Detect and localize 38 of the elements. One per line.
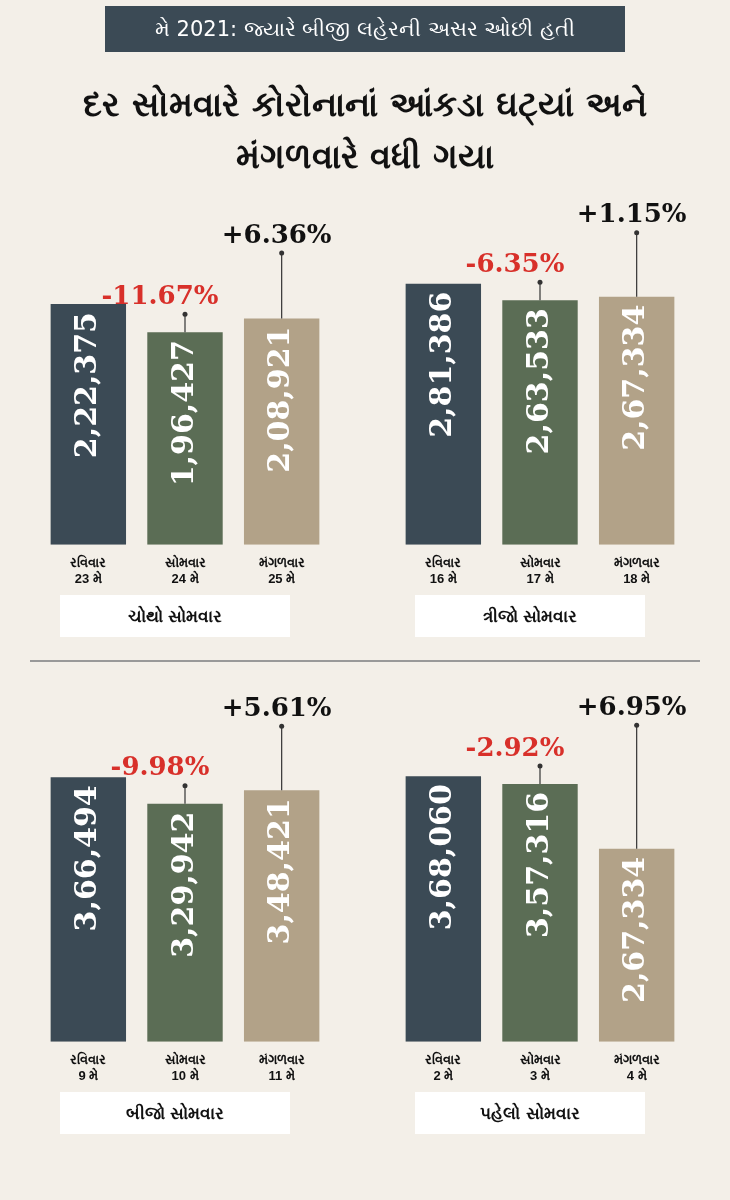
data-label: 2,67,334 <box>616 304 652 451</box>
x-tick-label: સોમવાર 17 મે <box>519 554 561 586</box>
chart-subtitle: મે 2021: જ્યારે બીજી લહેરની અસર ઓછી હતી <box>105 6 625 52</box>
data-label: 1,96,427 <box>164 340 200 487</box>
data-label: 2,81,386 <box>423 291 459 438</box>
annotation: -9.98% <box>110 751 210 782</box>
data-label: 2,08,921 <box>261 326 297 473</box>
annotation: -6.35% <box>465 247 565 278</box>
data-label: 2,67,334 <box>616 856 652 1003</box>
x-tick-label: રવિવાર 23 મે <box>70 554 107 586</box>
x-tick-label: રવિવાર 16 મે <box>425 554 462 586</box>
annotation: -2.92% <box>465 731 565 762</box>
annotation: +5.61% <box>221 692 332 723</box>
x-tick-label: સોમવાર 10 મે <box>164 1051 206 1083</box>
x-axis-title: ત્રીજો સોમવાર <box>415 595 645 637</box>
data-label: 2,63,533 <box>519 308 555 455</box>
data-label: 3,68,060 <box>423 784 459 931</box>
data-label: 3,66,494 <box>68 785 104 932</box>
data-label: 2,22,375 <box>68 312 104 459</box>
x-axis-title: પહેલો સોમવાર <box>415 1092 645 1134</box>
annotation: +1.15% <box>576 198 687 229</box>
data-label: 3,29,942 <box>164 811 200 958</box>
x-tick-label: સોમવાર 24 મે <box>164 554 206 586</box>
x-axis-title: બીજો સોમવાર <box>60 1092 290 1134</box>
x-tick-label: મંગળવાર 11 મે <box>258 1052 305 1083</box>
annotation: +6.36% <box>221 218 332 249</box>
annotation: +6.95% <box>576 690 687 721</box>
chart-title: દર સોમવારે કોરોનાનાં આંકડા ઘટ્યાં અને મંગળવારે વધી ગયા <box>82 83 648 178</box>
x-tick-label: મંગળવાર 18 મે <box>613 555 660 586</box>
data-label: 3,57,316 <box>519 791 555 939</box>
annotation: -11.67% <box>101 279 219 310</box>
x-tick-label: રવિવાર 2 મે <box>425 1051 462 1083</box>
x-tick-label: સોમવાર 3 મે <box>519 1051 561 1083</box>
x-axis-title: ચોથો સોમવાર <box>60 595 290 637</box>
data-label: 3,48,421 <box>261 798 297 945</box>
x-tick-label: મંગળવાર 4 મે <box>613 1052 660 1083</box>
x-tick-label: રવિવાર 9 મે <box>70 1051 107 1083</box>
x-tick-label: મંગળવાર 25 મે <box>258 555 305 586</box>
